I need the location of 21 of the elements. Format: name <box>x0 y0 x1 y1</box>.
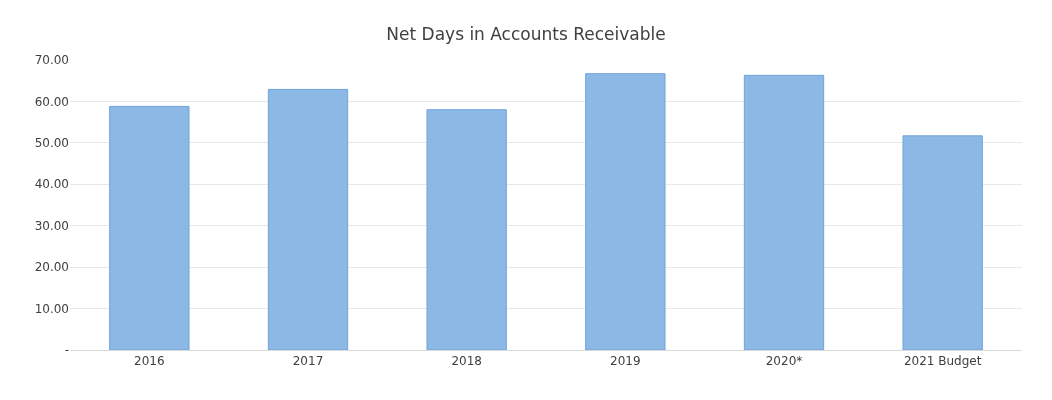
chart-title: Net Days in Accounts Receivable <box>386 23 666 44</box>
bar <box>902 135 983 350</box>
bar <box>426 109 507 350</box>
y-tick-label: - <box>64 343 69 358</box>
x-tick-label: 2019 <box>610 354 641 369</box>
x-tick-label: 2020* <box>765 354 803 369</box>
bar <box>267 88 349 350</box>
y-tick-label: 70.00 <box>34 53 69 68</box>
bar <box>109 105 190 350</box>
x-tick-label: 2017 <box>292 354 324 369</box>
y-tick-label: 50.00 <box>34 136 69 151</box>
bar <box>743 74 825 350</box>
y-tick-label: 60.00 <box>34 94 69 109</box>
y-tick-label: 40.00 <box>34 177 69 192</box>
x-tick-label: 2016 <box>134 354 165 369</box>
y-tick-label: 30.00 <box>34 218 69 233</box>
x-tick-label: 2018 <box>451 354 482 369</box>
x-tick-label: 2021 Budget <box>903 354 982 369</box>
bar <box>585 73 666 350</box>
y-tick-label: 10.00 <box>34 301 69 316</box>
y-tick-label: 20.00 <box>34 260 69 275</box>
